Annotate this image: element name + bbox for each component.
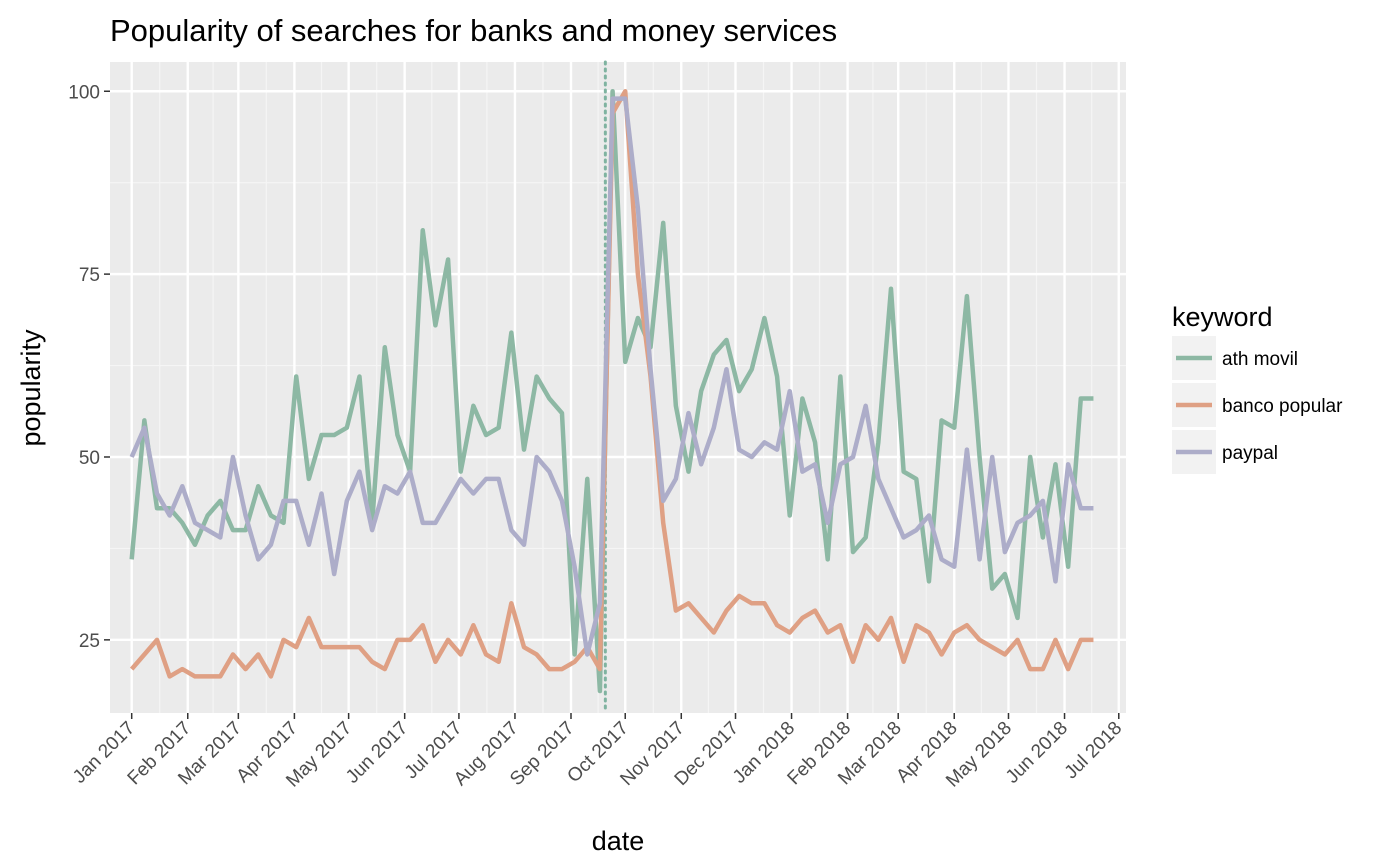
y-tick-label: 100 bbox=[68, 82, 100, 103]
series-line-paypal bbox=[129, 96, 1094, 657]
x-tick-label: Jun 2017 bbox=[342, 718, 412, 788]
legend-label: banco popular bbox=[1222, 396, 1343, 417]
legend: keyword ath movil banco popular paypal bbox=[1172, 302, 1343, 474]
legend-label: ath movil bbox=[1222, 349, 1298, 370]
chart-title: Popularity of searches for banks and mon… bbox=[110, 13, 837, 48]
legend-title: keyword bbox=[1172, 302, 1273, 332]
y-tick-label: 25 bbox=[79, 631, 100, 652]
y-axis: 25 50 75 100 bbox=[68, 82, 110, 652]
y-axis-title: popularity bbox=[16, 329, 46, 447]
y-tick-label: 75 bbox=[79, 265, 100, 286]
series-layer bbox=[129, 89, 1094, 694]
x-tick-label: Jun 2018 bbox=[1002, 718, 1072, 788]
y-tick-label: 50 bbox=[79, 448, 100, 469]
major-gridlines bbox=[110, 62, 1126, 713]
x-axis-title: date bbox=[592, 826, 645, 856]
x-tick-label: Jul 2018 bbox=[1061, 718, 1127, 784]
legend-label: paypal bbox=[1222, 443, 1278, 464]
